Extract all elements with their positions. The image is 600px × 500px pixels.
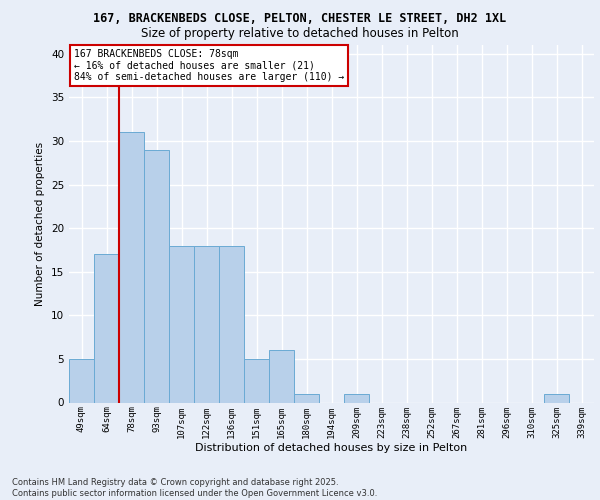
Bar xyxy=(219,246,244,402)
Bar xyxy=(119,132,144,402)
Bar xyxy=(94,254,119,402)
Text: 167 BRACKENBEDS CLOSE: 78sqm
← 16% of detached houses are smaller (21)
84% of se: 167 BRACKENBEDS CLOSE: 78sqm ← 16% of de… xyxy=(74,48,344,82)
Y-axis label: Number of detached properties: Number of detached properties xyxy=(35,142,46,306)
Bar xyxy=(144,150,169,402)
Bar xyxy=(544,394,569,402)
Text: Contains HM Land Registry data © Crown copyright and database right 2025.
Contai: Contains HM Land Registry data © Crown c… xyxy=(12,478,377,498)
Bar xyxy=(269,350,294,403)
Bar xyxy=(344,394,369,402)
Text: Size of property relative to detached houses in Pelton: Size of property relative to detached ho… xyxy=(141,28,459,40)
Bar xyxy=(244,359,269,403)
X-axis label: Distribution of detached houses by size in Pelton: Distribution of detached houses by size … xyxy=(196,443,467,453)
Bar xyxy=(69,359,94,403)
Text: 167, BRACKENBEDS CLOSE, PELTON, CHESTER LE STREET, DH2 1XL: 167, BRACKENBEDS CLOSE, PELTON, CHESTER … xyxy=(94,12,506,26)
Bar xyxy=(294,394,319,402)
Bar xyxy=(169,246,194,402)
Bar xyxy=(194,246,219,402)
